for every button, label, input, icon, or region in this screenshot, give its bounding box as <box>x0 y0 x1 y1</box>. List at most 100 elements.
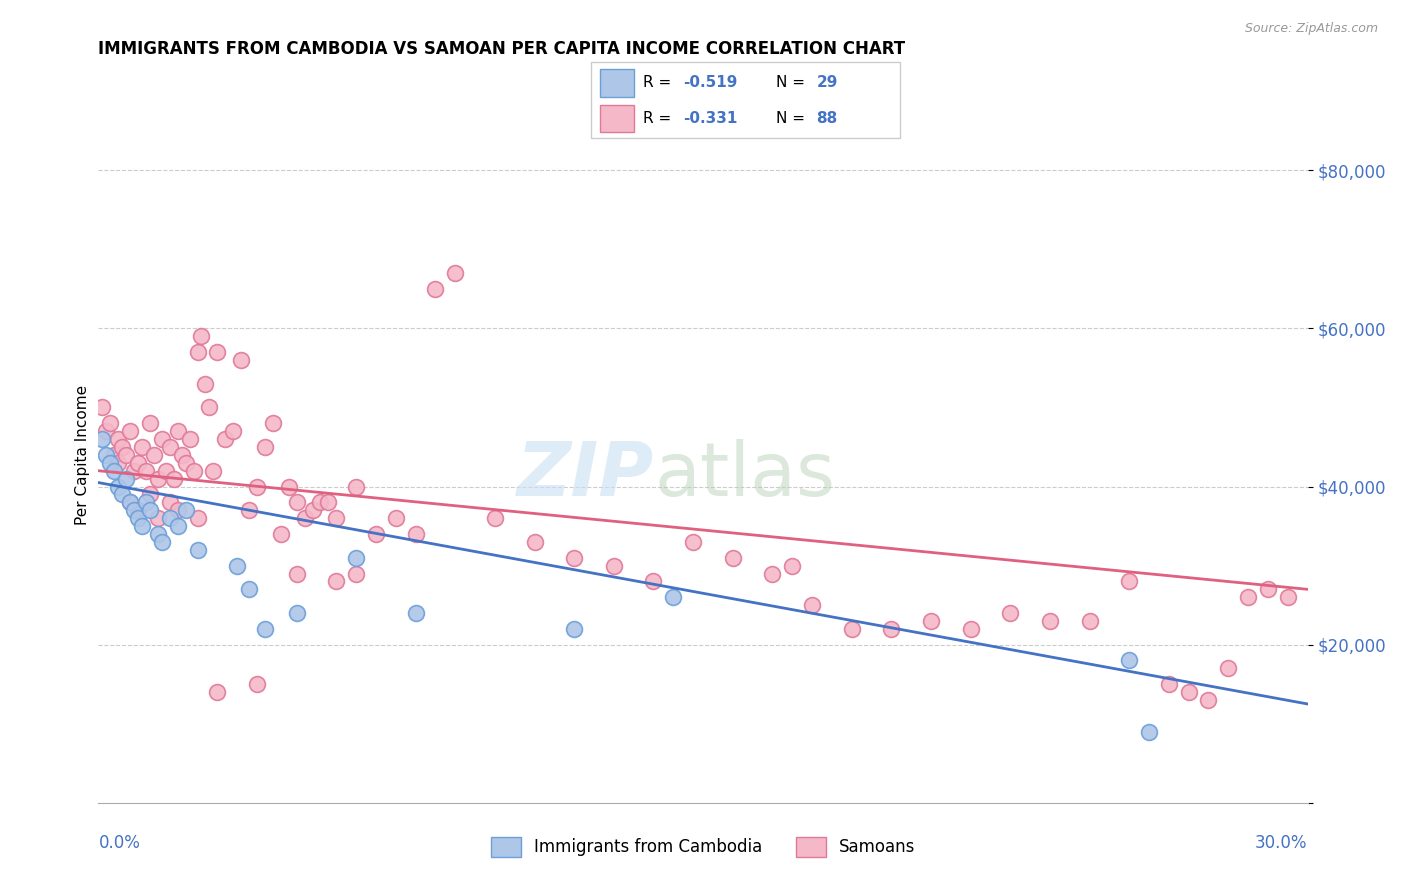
Text: Source: ZipAtlas.com: Source: ZipAtlas.com <box>1244 22 1378 36</box>
Point <box>841 622 863 636</box>
Point <box>135 495 157 509</box>
Point <box>186 542 208 557</box>
Point <box>131 440 153 454</box>
Point <box>120 495 142 509</box>
Point <box>120 424 142 438</box>
Point <box>662 591 685 605</box>
Text: -0.331: -0.331 <box>683 111 738 126</box>
Point <box>159 440 181 454</box>
Point <box>364 527 387 541</box>
Point <box>127 503 149 517</box>
Text: 30.0%: 30.0% <box>1256 834 1308 852</box>
Point <box>344 479 367 493</box>
Point <box>183 464 205 478</box>
Point <box>190 329 212 343</box>
Point <box>207 345 229 359</box>
Point <box>405 527 427 541</box>
Point <box>150 535 173 549</box>
FancyBboxPatch shape <box>591 62 900 138</box>
Point <box>682 535 704 549</box>
Point <box>344 566 367 581</box>
Point <box>135 464 157 478</box>
Point <box>174 503 197 517</box>
Point <box>344 550 367 565</box>
Text: ZIP: ZIP <box>517 439 655 512</box>
Point <box>91 432 114 446</box>
Point <box>120 495 142 509</box>
Point <box>139 487 162 501</box>
Point <box>202 464 225 478</box>
Point <box>959 622 981 636</box>
FancyBboxPatch shape <box>600 105 634 132</box>
Point <box>484 511 506 525</box>
Point <box>920 614 942 628</box>
Text: -0.519: -0.519 <box>683 76 738 90</box>
Y-axis label: Per Capita Income: Per Capita Income <box>75 384 90 525</box>
Point <box>801 598 824 612</box>
Point <box>122 464 145 478</box>
Point <box>226 558 249 573</box>
Point <box>1177 685 1199 699</box>
Point <box>186 511 208 525</box>
Point <box>174 456 197 470</box>
Point <box>253 440 276 454</box>
Point <box>780 558 803 573</box>
Point <box>318 495 340 509</box>
Point <box>222 424 245 438</box>
Text: N =: N = <box>776 111 810 126</box>
Point <box>1198 693 1220 707</box>
Point <box>103 448 125 462</box>
Point <box>142 448 165 462</box>
Text: R =: R = <box>643 76 676 90</box>
Point <box>111 487 134 501</box>
Point <box>146 527 169 541</box>
Text: N =: N = <box>776 76 810 90</box>
Point <box>761 566 783 581</box>
Point <box>91 401 114 415</box>
Point <box>207 685 229 699</box>
Point <box>405 606 427 620</box>
Text: 88: 88 <box>817 111 838 126</box>
Point <box>98 417 121 431</box>
Point <box>301 503 323 517</box>
Point <box>1237 591 1260 605</box>
Point <box>325 511 347 525</box>
Point <box>1257 582 1279 597</box>
Point <box>139 417 162 431</box>
Text: 29: 29 <box>817 76 838 90</box>
Point <box>159 495 181 509</box>
Point <box>186 345 208 359</box>
Point <box>246 479 269 493</box>
FancyBboxPatch shape <box>600 70 634 96</box>
Point <box>1118 653 1140 667</box>
Point <box>1137 724 1160 739</box>
Point <box>1157 677 1180 691</box>
Point <box>163 472 186 486</box>
Point <box>98 456 121 470</box>
Point <box>122 503 145 517</box>
Point <box>1218 661 1240 675</box>
Point <box>562 622 585 636</box>
Point <box>231 353 253 368</box>
Point <box>155 464 177 478</box>
Point <box>139 503 162 517</box>
Legend: Immigrants from Cambodia, Samoans: Immigrants from Cambodia, Samoans <box>491 837 915 857</box>
Point <box>246 677 269 691</box>
Point <box>270 527 292 541</box>
Point <box>96 448 118 462</box>
Point <box>238 582 260 597</box>
Point <box>444 266 467 280</box>
Point <box>115 448 138 462</box>
Point <box>170 448 193 462</box>
Point <box>214 432 236 446</box>
Point <box>166 503 188 517</box>
Point <box>425 282 447 296</box>
Point <box>127 456 149 470</box>
Point <box>880 622 903 636</box>
Text: 0.0%: 0.0% <box>98 834 141 852</box>
Point <box>1039 614 1062 628</box>
Point <box>111 440 134 454</box>
Point <box>1277 591 1299 605</box>
Point <box>103 464 125 478</box>
Point <box>262 417 284 431</box>
